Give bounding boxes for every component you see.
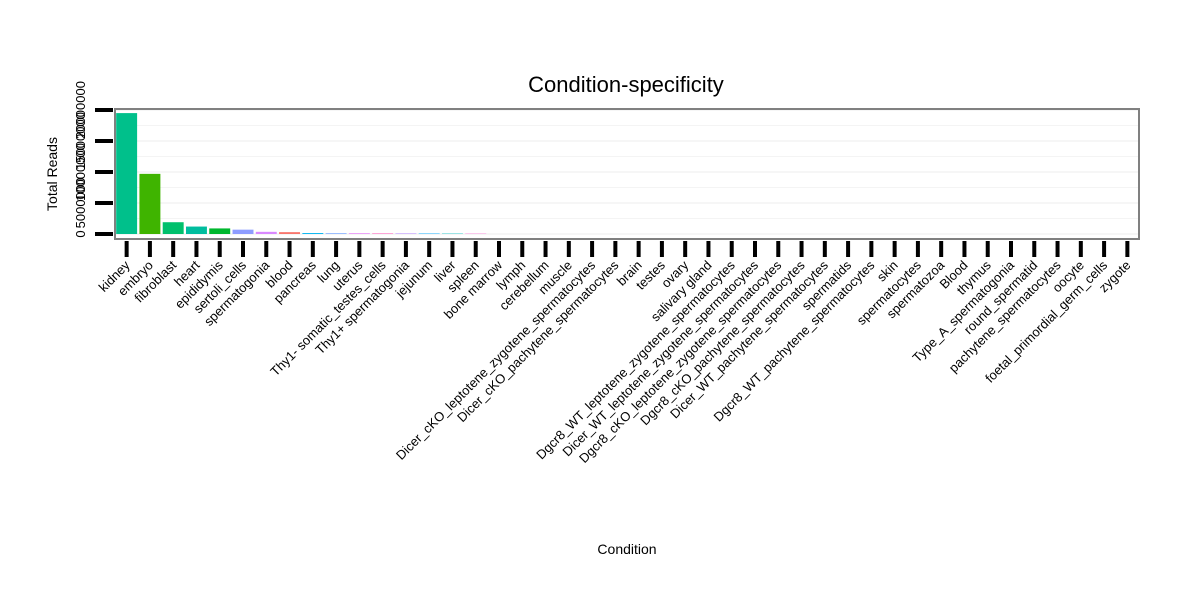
- bar: [302, 233, 324, 234]
- bar: [255, 231, 277, 234]
- bar: [162, 222, 184, 234]
- bars-group: [116, 113, 487, 234]
- bar: [372, 233, 394, 234]
- bar: [232, 229, 254, 234]
- x-axis-title: Condition: [597, 541, 656, 557]
- y-tick-label: 20000000: [73, 81, 88, 139]
- bar: [139, 173, 161, 234]
- bar: [209, 228, 231, 234]
- y-axis-title: Total Reads: [44, 137, 60, 211]
- bar: [116, 113, 138, 234]
- y-tick-label: 15000000: [73, 112, 88, 170]
- plot-panel-border: [114, 108, 1140, 240]
- bar: [325, 233, 347, 234]
- chart-title: Condition-specificity: [528, 72, 724, 97]
- y-tick-label: 0: [73, 230, 88, 237]
- bar: [279, 232, 301, 234]
- x-axis: kidneyembryofibroblastheartepididymisser…: [96, 241, 1133, 466]
- bar: [185, 226, 207, 234]
- gridlines: [115, 109, 1139, 235]
- bar: [348, 233, 370, 234]
- y-tick-label: 10000000: [73, 143, 88, 201]
- y-tick-label: 5000000: [73, 178, 88, 229]
- bar: [395, 233, 417, 234]
